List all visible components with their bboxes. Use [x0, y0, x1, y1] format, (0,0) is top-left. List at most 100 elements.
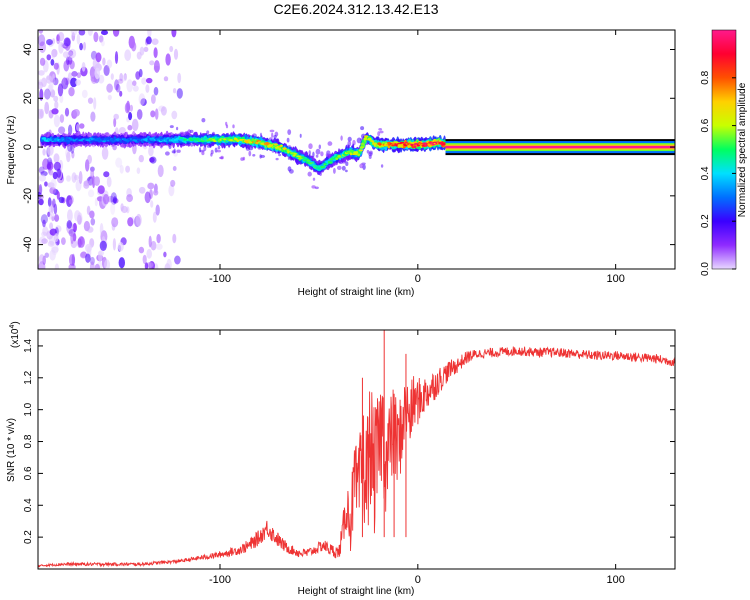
heatmap-noise-blob	[56, 191, 60, 200]
heatmap-noise-blob	[83, 41, 86, 51]
heatmap-noise-blob	[145, 84, 150, 93]
heatmap-noise-blob	[135, 213, 142, 227]
heatmap-noise-blob	[94, 198, 98, 207]
heatmap-ridge-blob	[276, 147, 282, 150]
heatmap-noise-blob	[160, 106, 167, 116]
heatmap-noise-blob	[138, 154, 144, 163]
heatmap-noise-blob	[81, 62, 86, 72]
heatmap-noise-blob	[122, 74, 127, 82]
colorbar-tick-label: 0.2	[700, 214, 711, 228]
heatmap-noise-blob	[136, 109, 143, 120]
heatmap-noise-blob	[83, 220, 90, 232]
heatmap-noise-blob	[54, 100, 59, 110]
heatmap-noise-blob	[50, 178, 57, 189]
snr-x-axis-label: Height of straight line (km)	[298, 586, 415, 597]
heatmap-noise-blob	[126, 79, 133, 93]
heatmap-noise-blob	[38, 70, 45, 76]
heatmap-ridge-blob	[332, 159, 337, 161]
heatmap-noise-blob	[150, 110, 156, 118]
heatmap-noise-blob	[157, 164, 164, 178]
heatmap-ridge-blob	[371, 140, 375, 142]
heatmap-scatter-blob	[379, 130, 384, 134]
heatmap-scatter-blob	[220, 155, 224, 160]
heatmap-noise-blob	[54, 214, 60, 222]
heatmap-noise-blob	[168, 184, 175, 197]
heatmap-noise-blob	[72, 222, 77, 233]
heatmap-noise-blob	[85, 159, 90, 172]
heatmap-noise-blob	[68, 48, 77, 59]
heatmap-noise-blob	[85, 253, 91, 263]
heatmap-noise-blob	[46, 39, 53, 46]
heatmap-noise-blob	[51, 48, 58, 58]
heatmap-noise-blob	[138, 93, 146, 106]
heatmap-noise-blob	[53, 203, 58, 215]
heatmap-noise-blob	[46, 75, 52, 81]
snr-y-scale-label: (x104)	[9, 321, 21, 348]
heatmap-noise-blob	[113, 196, 117, 204]
heatmap-noise-blob	[127, 124, 133, 131]
heatmap-noise-blob	[47, 197, 52, 207]
heatmap-noise-blob	[129, 104, 133, 112]
heatmap-noise-blob	[173, 48, 179, 60]
heatmap-noise-blob	[79, 42, 83, 51]
heatmap-noise-blob	[131, 118, 139, 131]
heatmap-ridge-blob	[178, 137, 184, 140]
heatmap-noise-blob	[95, 52, 102, 63]
heatmap-noise-blob	[38, 254, 45, 265]
heatmap-noise-blob	[171, 30, 177, 38]
snr-y-tick-label: 1.2	[23, 370, 34, 384]
heatmap-noise-blob	[118, 127, 126, 135]
heatmap-noise-blob	[146, 36, 152, 45]
heatmap-noise-blob	[61, 77, 69, 90]
heatmap-noise-blob	[93, 176, 100, 187]
heatmap-noise-blob	[69, 60, 75, 70]
heatmap-scatter-blob	[165, 151, 170, 156]
heatmap-ridge-blob	[413, 145, 417, 149]
heatmap-noise-blob	[48, 82, 54, 92]
heatmap-noise-blob	[138, 186, 146, 194]
heatmap-noise-blob	[126, 194, 133, 203]
heatmap-noise-blob	[76, 123, 80, 131]
heatmap-frame	[37, 29, 676, 270]
heatmap-scatter-blob	[286, 137, 290, 143]
heatmap-noise-blob	[47, 157, 53, 166]
heatmap-scatter-blob	[327, 141, 333, 146]
heatmap-noise-blob	[88, 189, 95, 198]
snr-y-axis-label: SNR (10 * v/v)	[6, 418, 17, 482]
heatmap-noise-blob	[155, 243, 163, 250]
heatmap-noise-blob	[48, 205, 53, 213]
heatmap-noise-blob	[42, 226, 49, 236]
heatmap-noise-blob	[70, 77, 78, 88]
heatmap-noise-blob	[68, 87, 75, 97]
heatmap-noise-blob	[47, 182, 55, 188]
heatmap-noise-blob	[68, 263, 76, 269]
heatmap-noise-blob	[46, 163, 52, 170]
heatmap-ridge-blob	[175, 140, 179, 143]
heatmap-scatter-blob	[217, 145, 221, 150]
heatmap-scatter-blob	[312, 177, 316, 181]
heatmap-noise-blob	[101, 30, 108, 36]
heatmap-noise-blob	[131, 41, 137, 52]
heatmap-ridge-blob	[372, 142, 377, 145]
heatmap-ridge-blob	[293, 153, 298, 155]
heatmap-scatter-blob	[333, 167, 336, 174]
heatmap-noise-blob	[101, 40, 105, 47]
snr-y-tick-label: 1.0	[23, 402, 34, 416]
heatmap-scatter-blob	[340, 135, 343, 141]
heatmap-noise-blob	[78, 171, 83, 184]
heatmap-noise-blob	[147, 30, 152, 39]
heatmap-noise-blob	[94, 263, 100, 269]
heatmap-noise-blob	[169, 45, 174, 53]
heatmap-scatter-blob	[345, 169, 348, 173]
heatmap-noise-blob	[163, 76, 169, 82]
heatmap-noise-blob	[38, 174, 47, 182]
heatmap-noise-blob	[86, 205, 91, 215]
heatmap-noise-blob	[110, 202, 116, 215]
heatmap-noise-blob	[89, 210, 95, 219]
heatmap-noise-blob	[151, 38, 159, 45]
heatmap-noise-blob	[172, 88, 177, 94]
heatmap-panel: -100 0 100 -40 -20 0 20 40 Height of straight …	[6, 29, 676, 298]
heatmap-noise-blob	[112, 238, 116, 251]
heatmap-noise-blob	[148, 235, 152, 248]
snr-line-layer	[38, 330, 675, 568]
